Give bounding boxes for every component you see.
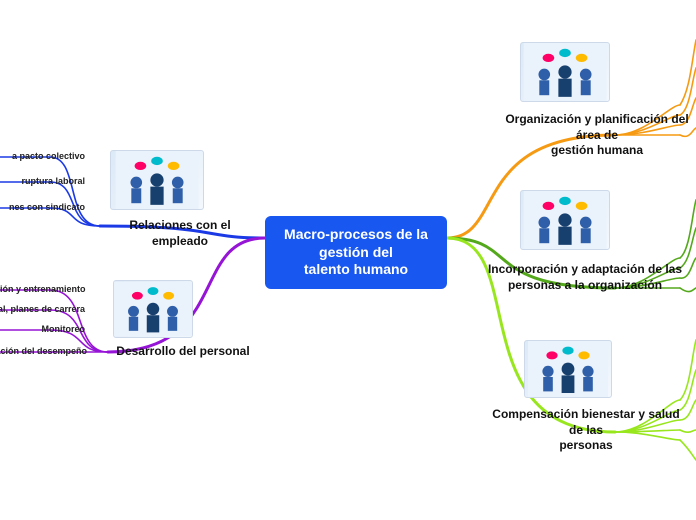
thumb-comp xyxy=(524,340,612,398)
thumb-incorp xyxy=(520,190,610,250)
branch-label-incorp[interactable]: Incorporación y adaptación de laspersona… xyxy=(480,262,690,293)
sub-rel-1[interactable]: ruptura laboral xyxy=(0,176,85,187)
branch-label-comp[interactable]: Compensación bienestar y salud de lasper… xyxy=(486,407,686,454)
sub-rel-0[interactable]: a pacto colectivo xyxy=(0,151,85,162)
sub-rel-2[interactable]: nes con sindicato xyxy=(0,202,85,213)
sub-des-0[interactable]: ación y entrenamiento xyxy=(0,284,85,295)
branch-label-rel[interactable]: Relaciones con el empleado xyxy=(100,218,260,249)
branch-label-des[interactable]: Desarrollo del personal xyxy=(108,344,258,360)
sub-des-3[interactable]: uación del desempeño xyxy=(0,346,85,357)
thumb-des xyxy=(113,280,193,338)
branch-label-org[interactable]: Organización y planificación del área de… xyxy=(502,112,692,159)
mindmap-canvas: Macro-procesos de la gestión deltalento … xyxy=(0,0,696,520)
sub-des-2[interactable]: Monitoreo xyxy=(0,324,85,335)
center-node[interactable]: Macro-procesos de la gestión deltalento … xyxy=(265,216,447,289)
thumb-org xyxy=(520,42,610,102)
sub-des-1[interactable]: nal, planes de carrera xyxy=(0,304,85,315)
thumb-rel xyxy=(110,150,204,210)
